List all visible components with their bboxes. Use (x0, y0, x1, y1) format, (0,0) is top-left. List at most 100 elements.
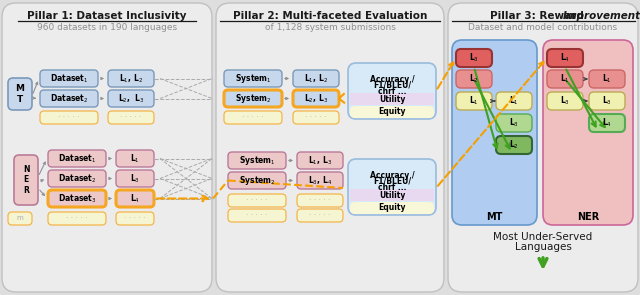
FancyBboxPatch shape (48, 150, 106, 167)
FancyBboxPatch shape (216, 3, 444, 292)
FancyBboxPatch shape (496, 92, 532, 110)
FancyBboxPatch shape (48, 190, 106, 207)
Text: · · · · ·: · · · · · (243, 113, 264, 122)
FancyBboxPatch shape (348, 63, 436, 119)
FancyBboxPatch shape (496, 136, 532, 154)
Text: L$_3$: L$_3$ (560, 95, 570, 107)
Text: L$_1$, L$_2$: L$_1$, L$_2$ (304, 72, 328, 85)
Text: L$_1$: L$_1$ (509, 95, 519, 107)
Text: System$_1$: System$_1$ (239, 154, 275, 167)
Text: L$_4$: L$_4$ (602, 117, 612, 129)
Text: Dataset$_2$: Dataset$_2$ (50, 92, 88, 105)
FancyBboxPatch shape (547, 49, 583, 67)
Text: m: m (17, 216, 24, 222)
FancyBboxPatch shape (456, 92, 492, 110)
FancyBboxPatch shape (350, 189, 434, 201)
FancyBboxPatch shape (350, 93, 434, 105)
Text: System$_2$: System$_2$ (235, 92, 271, 105)
FancyBboxPatch shape (116, 170, 154, 187)
Text: L$_3$: L$_3$ (602, 95, 612, 107)
Text: L$_1$, L$_2$: L$_1$, L$_2$ (119, 72, 143, 85)
FancyBboxPatch shape (40, 70, 98, 87)
Text: Utility: Utility (379, 191, 405, 199)
Text: F1/BLEU/: F1/BLEU/ (373, 81, 411, 89)
FancyBboxPatch shape (116, 212, 154, 225)
FancyBboxPatch shape (350, 106, 434, 118)
Text: · · · · ·: · · · · · (246, 196, 268, 205)
Text: Dataset$_1$: Dataset$_1$ (50, 72, 88, 85)
FancyBboxPatch shape (8, 78, 32, 110)
Text: Improvement: Improvement (563, 11, 640, 21)
FancyBboxPatch shape (496, 114, 532, 132)
FancyBboxPatch shape (543, 40, 633, 225)
FancyBboxPatch shape (116, 150, 154, 167)
Text: of 1,128 system submissions: of 1,128 system submissions (264, 22, 396, 32)
Text: L$_2$: L$_2$ (469, 73, 479, 85)
FancyBboxPatch shape (589, 92, 625, 110)
FancyBboxPatch shape (293, 70, 339, 87)
FancyBboxPatch shape (2, 3, 212, 292)
Text: System$_1$: System$_1$ (235, 72, 271, 85)
FancyBboxPatch shape (108, 90, 154, 107)
Text: MT: MT (486, 212, 502, 222)
Text: L$_1$, L$_3$: L$_1$, L$_3$ (308, 154, 332, 167)
FancyBboxPatch shape (350, 202, 434, 214)
Text: L$_3$: L$_3$ (469, 52, 479, 64)
Text: chrf ...: chrf ... (378, 183, 406, 191)
FancyBboxPatch shape (228, 194, 286, 207)
FancyBboxPatch shape (297, 194, 343, 207)
Text: 960 datasets in 190 languages: 960 datasets in 190 languages (37, 22, 177, 32)
Text: M
T: M T (15, 84, 24, 104)
FancyBboxPatch shape (224, 70, 282, 87)
Text: Most Under-Served: Most Under-Served (493, 232, 593, 242)
Text: · · · · ·: · · · · · (309, 211, 331, 220)
Text: Accuracy /: Accuracy / (370, 171, 414, 179)
Text: System$_2$: System$_2$ (239, 174, 275, 187)
Text: · · · · ·: · · · · · (305, 113, 326, 122)
Text: L$_1$: L$_1$ (469, 95, 479, 107)
Text: L$_2$: L$_2$ (509, 139, 519, 151)
FancyBboxPatch shape (48, 170, 106, 187)
Text: L$_2$, L$_3$: L$_2$, L$_3$ (304, 92, 328, 105)
Text: Equity: Equity (378, 204, 406, 212)
FancyBboxPatch shape (293, 90, 339, 107)
FancyBboxPatch shape (228, 209, 286, 222)
FancyBboxPatch shape (547, 92, 583, 110)
Text: N
E
R: N E R (23, 165, 29, 195)
Text: L$_1$: L$_1$ (130, 152, 140, 165)
Text: L$_1$: L$_1$ (560, 73, 570, 85)
Text: L$_4$: L$_4$ (560, 52, 570, 64)
Text: Accuracy /: Accuracy / (370, 75, 414, 83)
Text: · · · · ·: · · · · · (246, 211, 268, 220)
Text: Utility: Utility (379, 94, 405, 104)
Text: L$_3$, L$_4$: L$_3$, L$_4$ (308, 174, 332, 187)
FancyBboxPatch shape (350, 65, 434, 92)
Text: Dataset and model contributions: Dataset and model contributions (468, 22, 618, 32)
Text: Dataset$_3$: Dataset$_3$ (58, 192, 97, 205)
Text: L$_3$: L$_3$ (509, 117, 519, 129)
Text: L$_1$: L$_1$ (602, 73, 612, 85)
Text: chrf ...: chrf ... (378, 86, 406, 96)
FancyBboxPatch shape (14, 155, 38, 205)
FancyBboxPatch shape (589, 114, 625, 132)
Text: Languages: Languages (515, 242, 572, 252)
Text: · · · · ·: · · · · · (67, 214, 88, 223)
FancyBboxPatch shape (452, 40, 537, 225)
FancyBboxPatch shape (48, 212, 106, 225)
Text: L$_3$: L$_3$ (130, 172, 140, 185)
Text: Dataset$_1$: Dataset$_1$ (58, 152, 96, 165)
Text: · · · · ·: · · · · · (124, 214, 146, 223)
FancyBboxPatch shape (108, 111, 154, 124)
FancyBboxPatch shape (297, 152, 343, 169)
FancyBboxPatch shape (40, 90, 98, 107)
FancyBboxPatch shape (228, 172, 286, 189)
FancyBboxPatch shape (224, 90, 282, 107)
Text: Pillar 3: Reward: Pillar 3: Reward (490, 11, 588, 21)
FancyBboxPatch shape (228, 152, 286, 169)
FancyBboxPatch shape (350, 161, 434, 188)
FancyBboxPatch shape (547, 70, 583, 88)
FancyBboxPatch shape (348, 159, 436, 215)
FancyBboxPatch shape (297, 172, 343, 189)
Text: · · · · ·: · · · · · (120, 113, 141, 122)
FancyBboxPatch shape (456, 70, 492, 88)
